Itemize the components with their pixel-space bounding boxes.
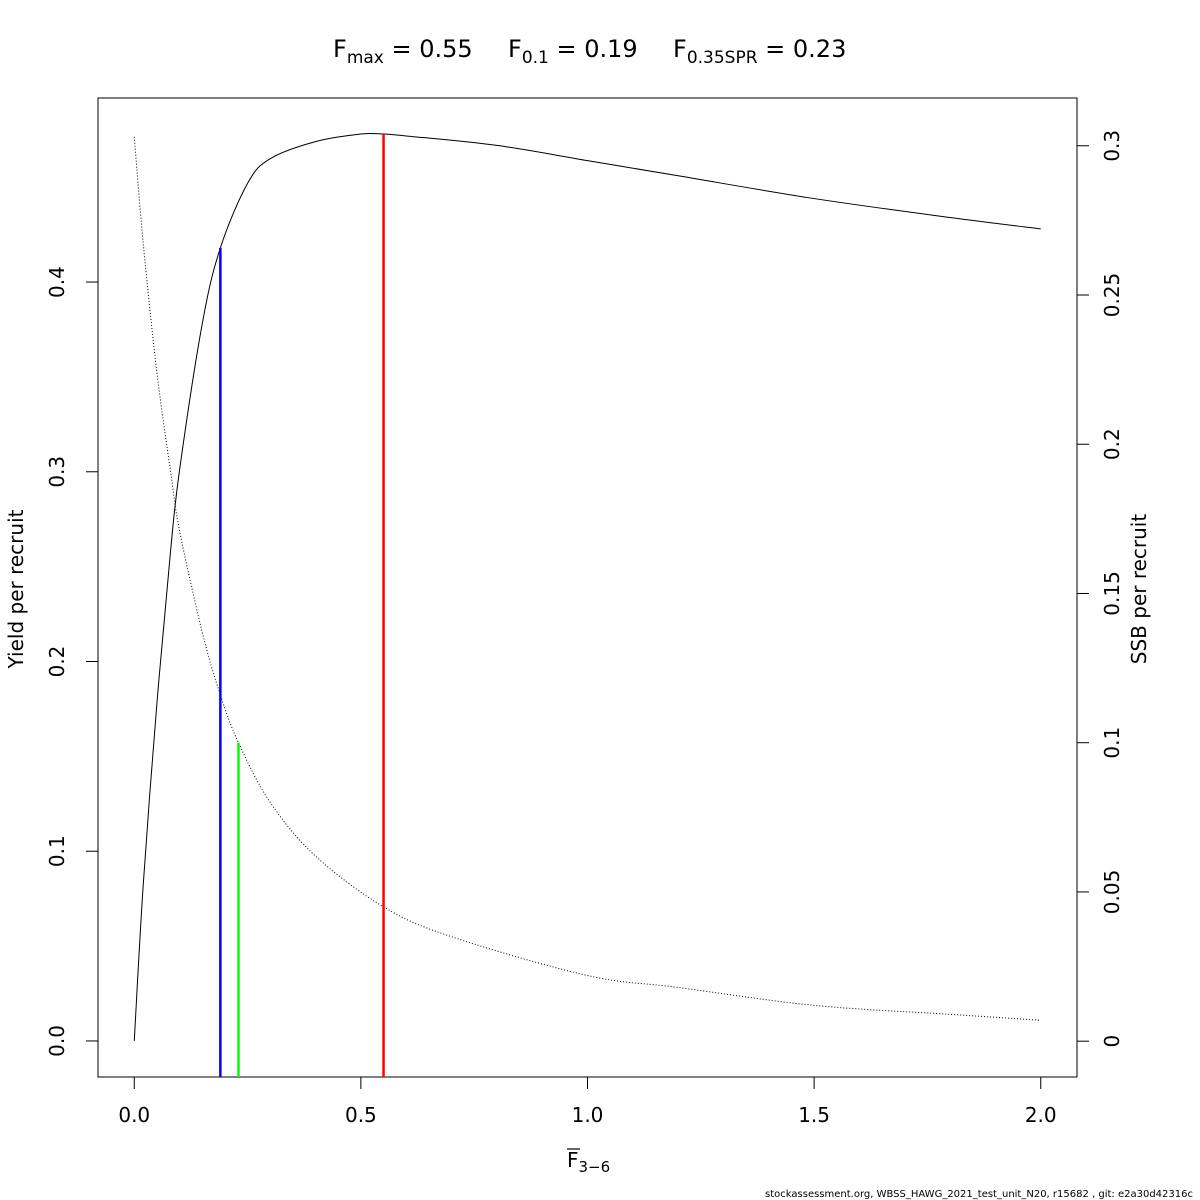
y-left-axis-label: Yield per recruit <box>4 509 28 669</box>
x-tick-label: 1.5 <box>798 1103 830 1127</box>
yield-per-recruit-line <box>133 132 1041 1041</box>
x-tick-label: 0.0 <box>118 1103 150 1127</box>
svg-text:F3−6: F3−6 <box>567 1148 610 1176</box>
x-tick-label: 2.0 <box>1025 1103 1057 1127</box>
y-right-axis: 0 0.05 0.1 0.15 0.2 0.25 0.3 <box>1076 130 1124 1048</box>
y-right-tick-label: 0.05 <box>1100 870 1124 915</box>
y-left-tick-label: 0.0 <box>45 1025 69 1057</box>
plot-frame <box>97 97 1078 1078</box>
y-left-tick-label: 0.3 <box>45 456 69 488</box>
y-right-tick-label: 0.2 <box>1100 428 1124 460</box>
y-left-tick-label: 0.1 <box>45 835 69 867</box>
x-axis-label: F3−6 <box>567 1148 610 1176</box>
y-right-tick-label: 0.25 <box>1100 273 1124 318</box>
y-left-axis: 0.0 0.1 0.2 0.3 0.4 <box>45 266 99 1057</box>
y-left-tick-label: 0.2 <box>45 646 69 678</box>
series-layer <box>133 132 1041 1041</box>
y-right-tick-label: 0 <box>1100 1035 1124 1048</box>
footer-text: stockassessment.org, WBSS_HAWG_2021_test… <box>765 1189 1193 1200</box>
chart-title-f035spr: F0.35SPR = 0.23 <box>673 35 846 68</box>
x-tick-label: 0.5 <box>345 1103 377 1127</box>
x-tick-label: 1.0 <box>572 1103 604 1127</box>
y-right-axis-label: SSB per recruit <box>1127 514 1151 665</box>
ssb-per-recruit-line <box>133 136 1041 1021</box>
reference-lines <box>219 134 385 1077</box>
x-axis: 0.0 0.5 1.0 1.5 2.0 <box>118 1076 1057 1127</box>
chart-title-fmax: Fmax = 0.55 <box>333 35 473 68</box>
y-right-tick-label: 0.15 <box>1100 571 1124 616</box>
chart-title-f01: F0.1 = 0.19 <box>508 35 638 68</box>
y-left-tick-label: 0.4 <box>45 266 69 298</box>
y-right-tick-label: 0.1 <box>1100 727 1124 759</box>
y-right-tick-label: 0.3 <box>1100 130 1124 162</box>
